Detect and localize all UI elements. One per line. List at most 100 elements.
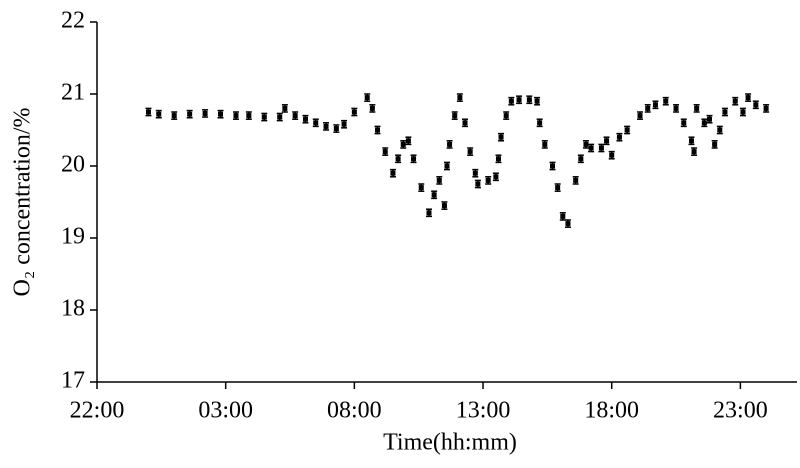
data-point — [624, 125, 631, 135]
marker — [526, 97, 532, 103]
data-point — [485, 176, 492, 185]
data-point — [281, 104, 288, 113]
marker — [604, 138, 610, 144]
marker — [418, 185, 424, 191]
marker — [277, 114, 283, 120]
marker — [588, 145, 594, 151]
data-point — [431, 190, 438, 200]
y-tick-label: 19 — [61, 224, 85, 250]
marker — [707, 116, 712, 122]
x-tick-label: 03:00 — [198, 398, 253, 424]
data-point — [745, 93, 752, 102]
data-point — [474, 179, 481, 189]
data-point — [245, 111, 252, 120]
marker — [694, 105, 700, 111]
data-point — [441, 201, 448, 210]
marker — [246, 113, 252, 119]
marker — [475, 181, 481, 187]
x-tick-label: 08:00 — [327, 398, 382, 424]
marker — [436, 177, 442, 183]
marker — [351, 109, 357, 115]
data-point — [467, 147, 474, 156]
marker — [565, 221, 571, 227]
data-point — [554, 183, 561, 192]
marker — [333, 126, 339, 132]
marker — [537, 120, 543, 126]
marker — [578, 156, 584, 162]
data-point — [276, 112, 283, 122]
marker — [282, 105, 288, 111]
marker — [187, 111, 193, 117]
marker — [624, 127, 630, 133]
data-point — [752, 100, 759, 110]
data-point — [436, 176, 443, 185]
marker — [472, 170, 478, 176]
marker — [145, 109, 151, 115]
marker — [508, 98, 514, 104]
data-point — [444, 161, 450, 171]
data-point — [637, 111, 644, 120]
marker — [375, 127, 381, 133]
data-point — [405, 136, 412, 146]
data-point — [341, 119, 348, 129]
data-point — [382, 147, 389, 156]
data-point — [534, 96, 541, 106]
marker — [302, 116, 308, 122]
marker — [516, 97, 522, 103]
marker — [663, 98, 669, 104]
data-point — [498, 132, 505, 142]
data-point — [732, 96, 739, 106]
data-point — [541, 140, 548, 149]
data-point — [302, 114, 309, 124]
marker — [369, 105, 375, 111]
data-point — [312, 118, 319, 128]
data-point — [364, 93, 371, 102]
marker — [637, 113, 643, 119]
marker — [645, 105, 651, 111]
y-axis-label: O₂ concentration/% — [10, 108, 36, 297]
y-tick-label: 17 — [61, 368, 85, 394]
marker — [583, 141, 589, 147]
marker — [763, 105, 769, 111]
data-point — [559, 212, 566, 221]
data-point — [739, 107, 746, 117]
data-point — [536, 118, 543, 128]
data-point — [374, 125, 381, 135]
data-point — [425, 208, 432, 218]
marker — [688, 138, 694, 144]
data-point — [652, 100, 659, 110]
y-tick-label: 21 — [61, 80, 85, 106]
data-point — [688, 136, 695, 146]
data-point — [232, 111, 239, 120]
data-point — [323, 122, 330, 131]
marker — [218, 111, 224, 117]
marker — [444, 163, 450, 169]
marker — [701, 120, 707, 126]
marker — [452, 113, 458, 119]
data-point — [369, 104, 376, 113]
data-point — [400, 140, 407, 149]
marker — [411, 156, 417, 162]
marker — [233, 113, 239, 119]
data-point — [526, 95, 533, 105]
marker — [493, 174, 499, 180]
data-point — [292, 111, 299, 120]
marker — [609, 152, 615, 158]
marker — [292, 113, 298, 119]
y-tick-label: 20 — [61, 152, 85, 178]
marker — [745, 95, 751, 101]
data-point — [577, 154, 584, 164]
marker — [485, 177, 491, 183]
marker — [364, 95, 370, 101]
x-tick-label: 18:00 — [584, 398, 639, 424]
marker — [313, 120, 319, 126]
data-point — [261, 112, 268, 122]
marker — [400, 141, 406, 147]
marker — [740, 109, 746, 115]
marker — [652, 102, 658, 108]
data-point — [673, 104, 680, 113]
marker — [323, 123, 329, 129]
data-point — [410, 154, 417, 164]
x-tick-label: 23:00 — [713, 398, 768, 424]
marker — [462, 120, 468, 126]
